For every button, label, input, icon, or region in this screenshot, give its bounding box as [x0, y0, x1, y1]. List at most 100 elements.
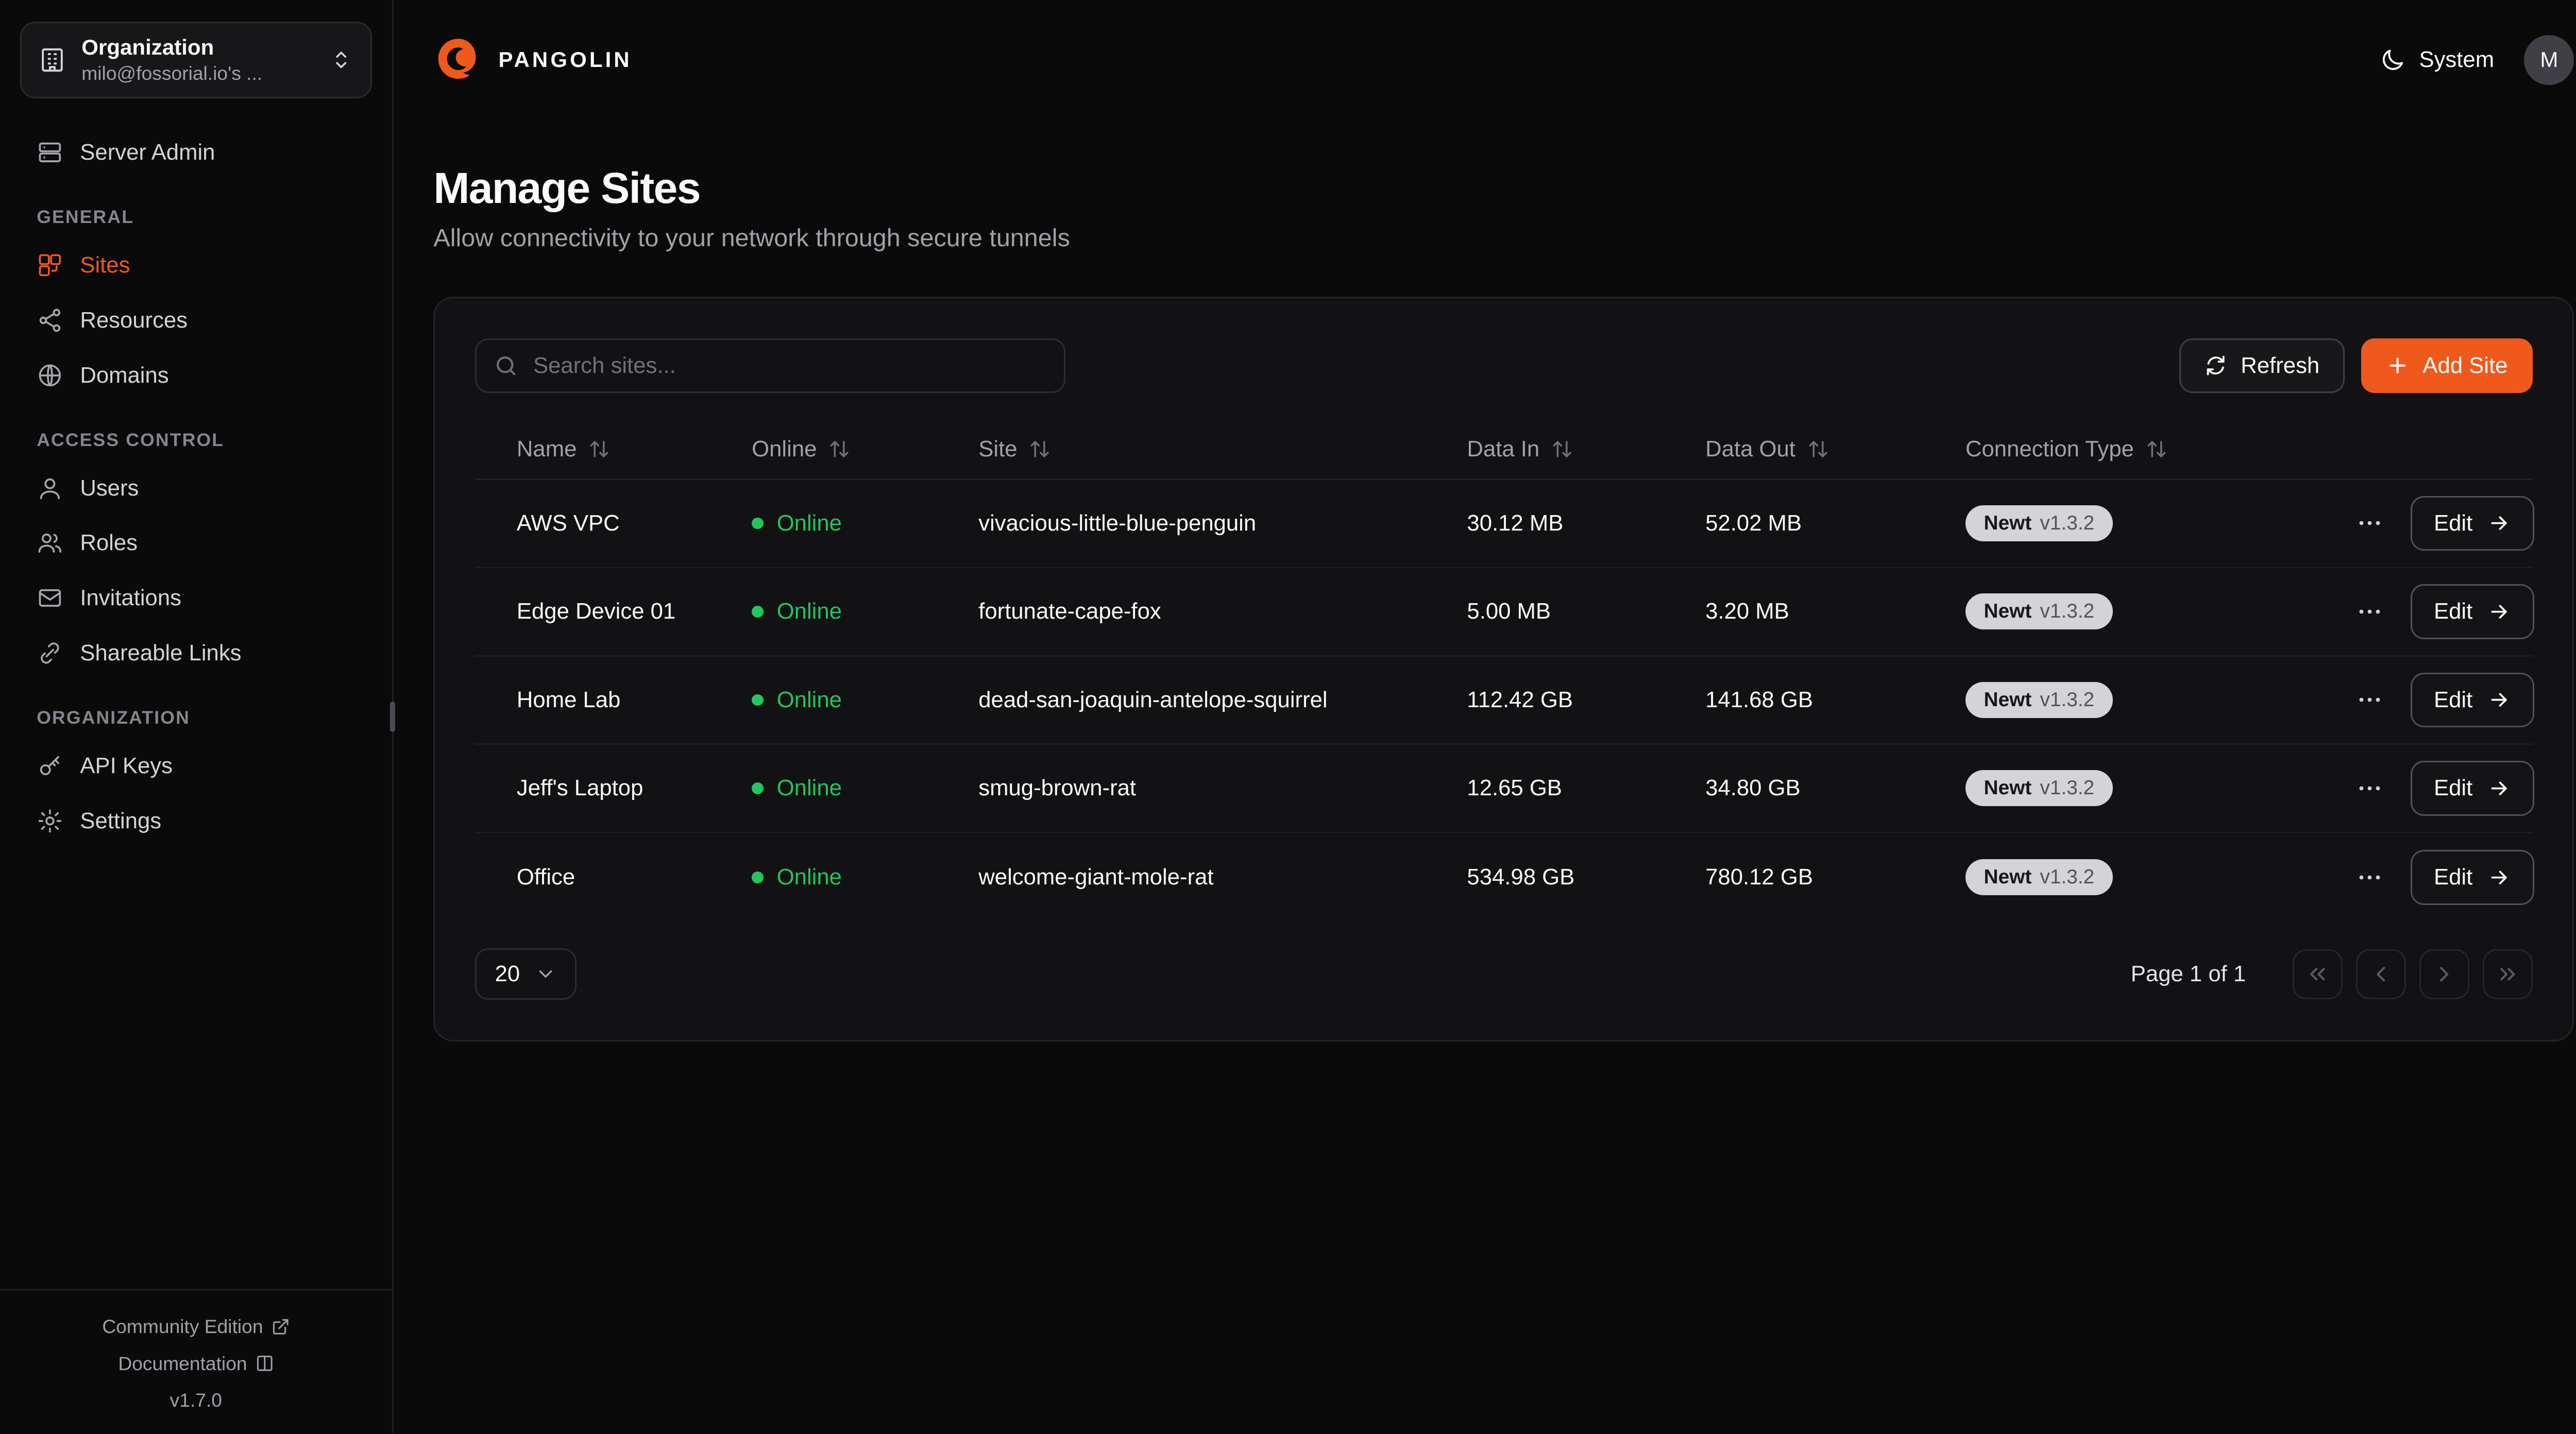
edit-button[interactable]: Edit	[2410, 672, 2534, 728]
edit-button[interactable]: Edit	[2410, 496, 2534, 551]
sidebar-item-label: API Keys	[80, 753, 173, 778]
theme-toggle-button[interactable]: System	[2379, 47, 2494, 74]
table-row: Jeff's Laptop Online smug-brown-rat 12.6…	[475, 745, 2534, 833]
pagination: Page 1 of 1	[2131, 949, 2533, 999]
next-page-button[interactable]	[2419, 949, 2469, 999]
key-icon	[40, 756, 60, 775]
community-edition-link[interactable]: Community Edition	[20, 1308, 372, 1345]
sidebar-item-invitations[interactable]: Invitations	[20, 574, 372, 622]
row-actions: Edit	[2349, 496, 2547, 551]
column-header-connection-type[interactable]: Connection Type	[1965, 436, 2349, 462]
arrow-right-icon	[2491, 870, 2507, 884]
sort-icon	[830, 441, 849, 457]
chevrons-up-down-icon	[336, 52, 347, 69]
org-selector[interactable]: Organization milo@fossorial.io's ...	[20, 22, 372, 98]
data-in-value: 12.65 GB	[1467, 775, 1562, 801]
sidebar-item-domains[interactable]: Domains	[20, 351, 372, 400]
data-out-value: 141.68 GB	[1705, 687, 1813, 712]
refresh-button[interactable]: Refresh	[2179, 338, 2345, 394]
previous-page-button[interactable]	[2355, 949, 2406, 999]
search-input[interactable]	[475, 338, 1065, 394]
site-status: Online	[752, 599, 978, 624]
org-title: Organization	[81, 35, 214, 60]
connection-type-cell: Newt v1.3.2	[1965, 593, 2349, 630]
row-menu-button[interactable]	[2349, 502, 2391, 544]
page-subtitle: Allow connectivity to your network throu…	[433, 224, 1070, 252]
sidebar-item-users[interactable]: Users	[20, 464, 372, 513]
server-icon	[39, 142, 61, 163]
page-size-select[interactable]: 20	[475, 948, 577, 1000]
status-label: Online	[776, 510, 842, 536]
avatar[interactable]: M	[2524, 35, 2574, 86]
table-row: Office Online welcome-giant-mole-rat 534…	[475, 833, 2534, 922]
sidebar-item-api-keys[interactable]: API Keys	[20, 742, 372, 790]
edit-button[interactable]: Edit	[2410, 850, 2534, 905]
site-slug: vivacious-little-blue-penguin	[978, 510, 1257, 536]
column-header-name[interactable]: Name	[475, 436, 752, 462]
data-out-value: 34.80 GB	[1705, 775, 1801, 801]
arrow-right-icon	[2491, 516, 2507, 531]
edit-label: Edit	[2433, 775, 2473, 801]
arrow-right-icon	[2491, 693, 2507, 707]
first-page-button[interactable]	[2292, 949, 2343, 999]
pangolin-logo-icon	[438, 39, 476, 79]
data-in-value: 5.00 MB	[1467, 599, 1551, 624]
site-slug: welcome-giant-mole-rat	[978, 864, 1214, 890]
data-in-value: 534.98 GB	[1467, 864, 1575, 890]
sidebar-item-shareable-links[interactable]: Shareable Links	[20, 629, 372, 677]
column-header-site[interactable]: Site	[978, 436, 1467, 462]
ellipsis-icon	[2359, 521, 2380, 525]
sidebar-item-settings[interactable]: Settings	[20, 797, 372, 845]
column-header-data-in[interactable]: Data In	[1467, 436, 1705, 462]
chevrons-right-icon	[2500, 967, 2515, 981]
page-size-value: 20	[495, 961, 520, 987]
edit-label: Edit	[2433, 510, 2473, 536]
connection-type-badge: Newt v1.3.2	[1965, 505, 2113, 541]
sidebar-item-label: Settings	[80, 808, 162, 833]
brand-logo[interactable]: PANGOLIN	[433, 35, 632, 85]
connection-type-name: Newt	[1984, 511, 2032, 534]
sidebar-item-label: Domains	[80, 362, 169, 388]
topbar-right: System M	[2379, 35, 2574, 86]
sidebar-item-label: Sites	[80, 252, 130, 278]
sites-toolbar: Refresh Add Site	[475, 338, 2533, 394]
edit-button[interactable]: Edit	[2410, 584, 2534, 639]
row-menu-button[interactable]	[2349, 679, 2391, 721]
globe-icon	[39, 364, 61, 386]
external-link-icon	[273, 1319, 289, 1335]
sidebar-section-access-control: ACCESS CONTROL	[37, 429, 225, 450]
column-header-data-out[interactable]: Data Out	[1705, 436, 1965, 462]
sidebar-item-sites[interactable]: Sites	[20, 241, 372, 289]
add-site-button[interactable]: Add Site	[2361, 338, 2533, 394]
row-menu-button[interactable]	[2349, 857, 2391, 898]
connection-type-badge: Newt v1.3.2	[1965, 770, 2113, 807]
row-menu-button[interactable]	[2349, 767, 2391, 809]
sidebar-item-label: Invitations	[80, 585, 181, 611]
connection-type-name: Newt	[1984, 688, 2032, 711]
search-box	[475, 338, 1065, 394]
row-menu-button[interactable]	[2349, 591, 2391, 633]
documentation-link[interactable]: Documentation	[20, 1345, 372, 1381]
sidebar-resize-handle[interactable]	[390, 702, 395, 732]
search-icon	[496, 356, 516, 375]
refresh-icon	[2207, 356, 2225, 375]
sort-icon	[1030, 441, 1049, 457]
community-edition-label: Community Edition	[102, 1316, 263, 1338]
table-footer: 20 Page 1 of 1	[475, 948, 2533, 1000]
edit-button[interactable]: Edit	[2410, 761, 2534, 816]
sidebar-item-roles[interactable]: Roles	[20, 519, 372, 567]
sidebar-item-resources[interactable]: Resources	[20, 296, 372, 345]
connection-type-version: v1.3.2	[2040, 600, 2095, 623]
site-slug: fortunate-cape-fox	[978, 599, 1161, 624]
sidebar-item-server-admin[interactable]: Server Admin	[20, 128, 372, 177]
online-dot-icon	[752, 694, 764, 706]
site-status: Online	[752, 510, 978, 536]
edit-label: Edit	[2433, 687, 2473, 712]
connection-type-version: v1.3.2	[2040, 688, 2095, 711]
online-dot-icon	[752, 517, 764, 530]
last-page-button[interactable]	[2482, 949, 2533, 999]
column-header-online[interactable]: Online	[752, 436, 978, 462]
ellipsis-icon	[2359, 786, 2380, 791]
status-label: Online	[776, 775, 842, 801]
row-actions: Edit	[2349, 672, 2547, 728]
